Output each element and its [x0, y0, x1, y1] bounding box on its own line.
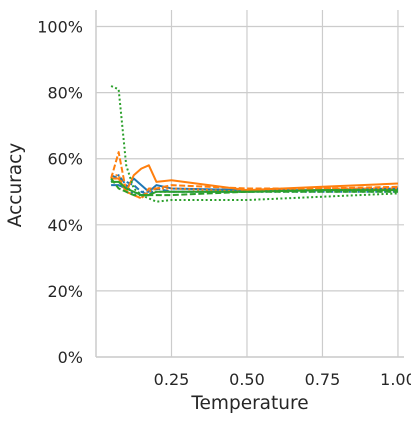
grid — [96, 10, 404, 358]
y-tick-label: 40% — [47, 216, 83, 235]
x-tick-label: 0.25 — [154, 370, 190, 389]
y-tick-label: 20% — [47, 282, 83, 301]
x-tick-label: 0.75 — [305, 370, 341, 389]
x-tick-label: 0.50 — [229, 370, 265, 389]
y-axis-label: Accuracy — [5, 143, 26, 228]
y-tick-labels: 0% 20% 40% 60% 80% 100% — [37, 18, 83, 367]
y-tick-label: 100% — [37, 18, 83, 37]
y-tick-label: 60% — [47, 150, 83, 169]
x-tick-labels: 0.25 0.50 0.75 1.00 — [154, 370, 411, 389]
series-line-8 — [110, 177, 398, 197]
series-line-3 — [110, 174, 398, 197]
x-tick-label: 1.00 — [380, 370, 411, 389]
series-lines — [110, 85, 399, 203]
series-line-5 — [110, 151, 398, 200]
x-axis-label: Temperature — [190, 393, 308, 414]
y-tick-label: 80% — [47, 84, 83, 103]
y-tick-label: 0% — [58, 348, 83, 367]
series-line-9 — [110, 85, 399, 203]
